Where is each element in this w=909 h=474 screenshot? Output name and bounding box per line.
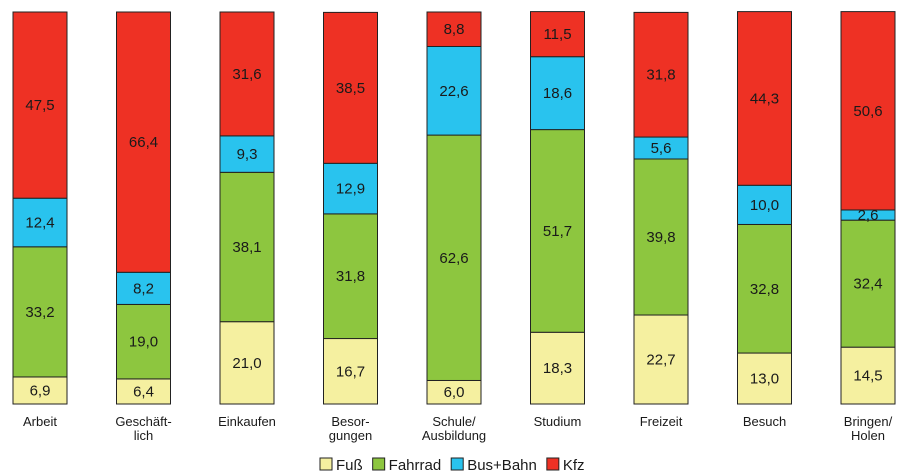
data-label: 6,4 xyxy=(133,383,154,400)
data-label: 5,6 xyxy=(651,140,672,157)
data-label: 12,4 xyxy=(25,215,54,232)
bar-segment xyxy=(737,223,792,354)
data-label: 6,0 xyxy=(444,384,465,401)
data-label: 8,8 xyxy=(444,21,465,38)
data-label: 32,4 xyxy=(853,276,882,293)
data-label: 2,6 xyxy=(858,207,879,224)
bar-segment xyxy=(530,56,585,131)
legend-swatch xyxy=(450,457,464,471)
bar-segment xyxy=(323,162,378,215)
data-label: 39,8 xyxy=(646,229,675,246)
bar-segment xyxy=(840,219,896,348)
data-label: 19,0 xyxy=(129,334,158,351)
data-label: 33,2 xyxy=(25,304,54,321)
bar-segment xyxy=(737,11,792,186)
bar-segment xyxy=(219,135,275,173)
category-label: Besor- xyxy=(331,414,369,429)
data-label: 12,9 xyxy=(336,181,365,198)
data-label: 10,0 xyxy=(750,197,779,214)
bar-segment xyxy=(116,11,171,273)
data-label: 18,6 xyxy=(543,85,572,102)
bar-segment xyxy=(323,338,378,405)
category-label: Einkaufen xyxy=(218,414,276,429)
data-label: 22,6 xyxy=(439,83,468,100)
data-label: 50,6 xyxy=(853,103,882,120)
bar-segment xyxy=(840,346,896,405)
category-label: Freizeit xyxy=(640,414,683,429)
bars-group xyxy=(12,11,896,405)
bar-segment xyxy=(530,331,585,405)
data-label: 62,6 xyxy=(439,250,468,267)
bar-segment xyxy=(219,321,275,405)
legend-swatch xyxy=(546,457,560,471)
bar-segment xyxy=(530,11,585,58)
category-label: Studium xyxy=(534,414,582,429)
data-label: 31,8 xyxy=(646,67,675,84)
legend: Fuß Fahrrad Bus+Bahn Kfz xyxy=(319,457,585,474)
data-label: 6,9 xyxy=(30,382,51,399)
category-labels-group: Arbeit Geschäft-lich Einkaufen Besor-gungen… xyxy=(23,414,893,443)
data-label: 8,2 xyxy=(133,280,154,297)
category-label: Holen xyxy=(851,428,885,443)
bar-segment xyxy=(840,11,896,211)
bar-segment xyxy=(12,246,68,378)
legend-label: Fuß xyxy=(336,457,363,474)
data-label: 47,5 xyxy=(25,97,54,114)
data-label: 13,0 xyxy=(750,371,779,388)
bar-segment xyxy=(633,11,689,138)
legend-swatch xyxy=(372,457,386,471)
bar-segment xyxy=(219,171,275,323)
category-label: Arbeit xyxy=(23,414,57,429)
category-label: Geschäft- xyxy=(115,414,171,429)
data-label: 22,7 xyxy=(646,352,675,369)
segment-labels-group: 6,9 33,2 12,4 47,5 6,4 19,0 8,2 66,4 21,0 38,1 9,3… xyxy=(25,21,882,401)
bar-segment xyxy=(426,45,482,136)
data-label: 31,8 xyxy=(336,268,365,285)
bar-segment xyxy=(219,11,275,137)
data-label: 66,4 xyxy=(129,134,158,151)
legend-label: Kfz xyxy=(563,457,585,474)
legend-label: Bus+Bahn xyxy=(467,457,537,474)
bar-segment xyxy=(426,11,482,47)
category-label: Ausbildung xyxy=(422,428,486,443)
legend-swatch xyxy=(319,457,333,471)
category-label: lich xyxy=(134,428,154,443)
data-label: 44,3 xyxy=(750,90,779,107)
bar-segment xyxy=(12,376,68,405)
bar-segment xyxy=(12,11,68,199)
data-label: 16,7 xyxy=(336,363,365,380)
bar-segment xyxy=(633,158,689,316)
bar-segment xyxy=(737,184,792,225)
data-label: 38,1 xyxy=(232,239,261,256)
bar-segment xyxy=(116,271,171,305)
bar-segment xyxy=(116,303,171,380)
data-label: 51,7 xyxy=(543,223,572,240)
category-label: Bringen/ xyxy=(844,414,893,429)
bar-segment xyxy=(323,11,378,164)
category-label: Besuch xyxy=(743,414,786,429)
bar-segment xyxy=(116,378,171,405)
data-label: 11,5 xyxy=(543,26,571,43)
data-label: 21,0 xyxy=(232,355,261,372)
category-label: Schule/ xyxy=(432,414,476,429)
data-label: 38,5 xyxy=(336,80,365,97)
data-label: 31,6 xyxy=(232,66,261,83)
data-label: 18,3 xyxy=(543,360,572,377)
bar-segment xyxy=(633,314,689,405)
bar-segment xyxy=(426,134,482,381)
data-label: 9,3 xyxy=(237,146,258,163)
category-label: gungen xyxy=(329,428,372,443)
data-label: 14,5 xyxy=(853,368,882,385)
legend-label: Fahrrad xyxy=(389,457,442,474)
data-label: 32,8 xyxy=(750,281,779,298)
